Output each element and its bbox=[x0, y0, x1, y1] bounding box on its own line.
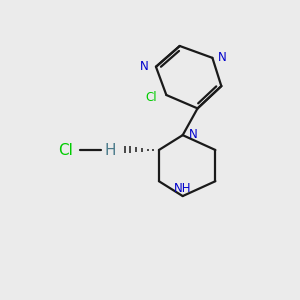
Text: Cl: Cl bbox=[58, 142, 73, 158]
Text: N: N bbox=[218, 51, 227, 64]
Text: N: N bbox=[140, 60, 148, 73]
Text: H: H bbox=[104, 142, 116, 158]
Text: N: N bbox=[189, 128, 198, 141]
Text: NH: NH bbox=[174, 182, 191, 195]
Text: Cl: Cl bbox=[146, 91, 158, 104]
